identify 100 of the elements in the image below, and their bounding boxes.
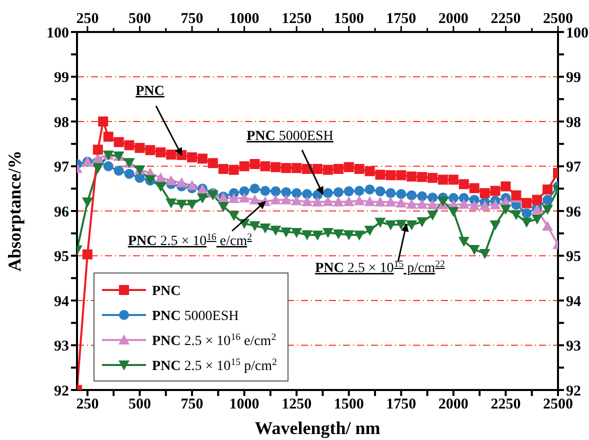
point [103, 132, 114, 142]
point [281, 187, 292, 198]
x-tick-label: 1500 [334, 11, 364, 27]
point [187, 152, 198, 162]
y-tick-label: 95 [54, 249, 69, 266]
x-tick-label: 1000 [229, 11, 260, 27]
point [458, 179, 469, 190]
point [166, 198, 177, 208]
point [468, 200, 480, 210]
point [386, 188, 396, 198]
point [196, 194, 208, 204]
x2-tick-label: 2250 [490, 396, 521, 413]
point [228, 192, 240, 203]
point [490, 186, 500, 196]
point [479, 200, 490, 210]
annotation: PNC [136, 84, 164, 99]
x2-tick-label: 2000 [438, 396, 468, 413]
y2-tick-label: 97 [566, 160, 582, 176]
y-tick-label: 94 [54, 294, 70, 310]
point [479, 249, 490, 260]
legend-label: PNC 2.5 × 10$^{15}$ p/cm$^{2}$ [152, 356, 277, 374]
point [228, 164, 239, 175]
point [260, 161, 270, 172]
point [124, 140, 134, 150]
point [532, 214, 543, 225]
point [292, 163, 302, 174]
point [302, 230, 313, 240]
point [270, 194, 282, 204]
point [396, 220, 407, 230]
x2-tick-label: 1500 [334, 396, 364, 413]
point [186, 180, 198, 190]
point [134, 142, 145, 153]
point [186, 200, 198, 210]
point [354, 195, 365, 206]
point [92, 164, 104, 174]
point [343, 230, 354, 240]
point [156, 147, 166, 158]
point [427, 199, 438, 210]
y2-tick-label: 99 [566, 70, 581, 86]
point [364, 226, 376, 236]
x2-tick-label: 1000 [229, 396, 260, 413]
point [322, 228, 334, 238]
y2-tick-label: 93 [566, 338, 581, 355]
point [124, 168, 134, 179]
y-tick-label: 98 [54, 114, 69, 131]
point [281, 163, 292, 174]
point [396, 188, 406, 199]
point [437, 196, 448, 207]
x-axis-title: Wavelength/ nm [254, 418, 380, 438]
point [249, 221, 260, 232]
point [270, 186, 281, 196]
point [344, 162, 354, 172]
legend-label: PNC 2.5 × 10$^{16}$ e/cm$^{2}$ [152, 332, 276, 349]
point [197, 154, 208, 164]
x-tick-label: 500 [128, 11, 151, 27]
point [500, 204, 512, 215]
point [522, 208, 532, 218]
x2-tick-label: 250 [76, 396, 99, 413]
point [250, 159, 260, 170]
point [354, 230, 365, 241]
point [406, 198, 418, 209]
point [103, 161, 114, 172]
point [386, 170, 396, 180]
x-tick-label: 1750 [386, 11, 416, 27]
point [374, 218, 386, 228]
point [385, 196, 396, 207]
point [542, 194, 553, 205]
y2-tick-label: 95 [566, 249, 581, 266]
point [332, 229, 344, 240]
point [82, 249, 92, 260]
x-tick-label: 2250 [490, 11, 521, 27]
point [322, 164, 333, 175]
point [428, 192, 438, 203]
point [458, 236, 470, 247]
point [480, 188, 490, 198]
point [270, 162, 281, 172]
point [364, 166, 375, 176]
point [510, 210, 522, 220]
point [145, 145, 156, 156]
point [312, 164, 322, 174]
point [416, 217, 428, 228]
point [448, 174, 458, 185]
point [438, 174, 448, 185]
point [218, 164, 228, 174]
point [521, 218, 532, 228]
point [448, 206, 459, 217]
point [428, 172, 438, 183]
y2-tick-label: 100 [566, 25, 588, 42]
legend-label: PNC [152, 284, 181, 299]
y-tick-label: 97 [54, 160, 70, 176]
point [250, 184, 260, 194]
annotation: PNC 2.5 × 10$^{16}$ e/cm$^{2}$ [128, 232, 252, 249]
legend-label: PNC 5000ESH [152, 309, 239, 324]
point [427, 210, 438, 221]
y-tick-label: 100 [46, 25, 69, 42]
point [532, 194, 542, 205]
point [468, 244, 480, 255]
x2-tick-label: 750 [180, 396, 204, 413]
x-tick-label: 2000 [438, 11, 468, 27]
point [542, 204, 554, 215]
